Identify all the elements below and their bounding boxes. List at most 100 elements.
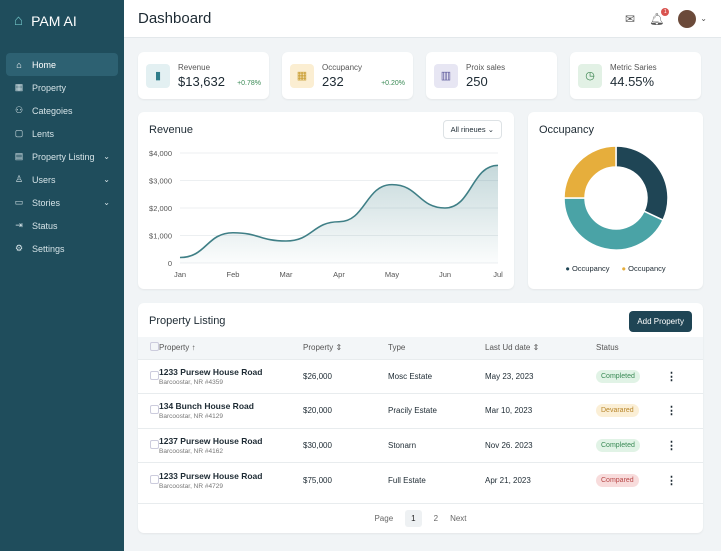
y-tick-label: $1,000 [149,232,172,241]
property-address: Barcoostar, NR #4359 [159,378,223,386]
logo: ⌂ PAM AI [0,0,124,41]
x-tick-label: Jul [493,270,503,279]
chevron-down-icon: ⌄ [103,175,110,184]
status-badge: Devarared [596,404,639,418]
occupancy-chart [563,145,669,251]
kpi-card: ▥ Proix sales 250 [426,52,557,99]
avatar [678,9,697,28]
app-name: PAM AI [31,12,77,29]
kpi-card: ▮ Revenue $13,632 +0.78% [138,52,269,99]
sidebar-item-label: Categoies [32,105,73,116]
last-update-date: Nov 26. 2023 [485,427,596,463]
page-2-button[interactable]: 2 [433,514,439,523]
mail-icon[interactable]: ✉ [625,11,636,26]
y-tick-label: $3,000 [149,177,172,186]
row-checkbox[interactable] [138,393,159,428]
property-name: 1237 Pursew House Road [159,435,263,446]
property-price: $30,000 [303,427,388,463]
revenue-card: Revenue All rineues ⌄ 0 $1,000 $2,000 $3,00… [138,112,514,289]
sidebar-item-stories[interactable]: ▭ Stories ⌄ [6,191,118,214]
table-row[interactable]: 1233 Pursew House Road Barcoostar, NR #47… [138,462,703,497]
table-row[interactable]: 1233 Pursew House Road Barcoostar, NR #43… [138,358,703,394]
page-1-button[interactable]: 1 [405,510,422,527]
property-name: 134 Bunch House Road [159,401,254,412]
calendar-icon: ▢ [14,128,24,138]
more-icon[interactable]: ⋮ [666,427,703,463]
grid-icon: ▦ [14,82,24,92]
legend-item: ● Occupancy [565,264,610,273]
legend: ● Occupancy ● Occupancy [528,264,703,273]
kpi-change: +0.78% [237,80,261,87]
sidebar-item-label: Status [32,220,58,231]
kpi-label: Proix sales [466,62,506,72]
select-all-checkbox[interactable] [138,337,159,359]
last-update-date: May 23, 2023 [485,358,596,394]
card-icon: ▭ [14,197,24,207]
sidebar-item-lents[interactable]: ▢ Lents [6,122,118,145]
chevron-down-icon: ⌄ [103,152,110,161]
table-row[interactable]: 1237 Pursew House Road Barcoostar, NR #41… [138,427,703,463]
x-tick-label: May [385,270,399,279]
occupancy-title: Occupancy [539,124,595,136]
login-icon: ⇥ [15,220,23,230]
sidebar-item-property-listing[interactable]: ▤ Property Listing ⌄ [6,145,118,168]
occupancy-card: Occupancy ● Occupancy ● Occupancy [528,112,703,289]
user-menu[interactable]: ⌄ [678,9,707,28]
filter-value: All rineues [450,125,486,134]
y-tick-label: $4,000 [149,149,172,158]
property-address: Barcoostar, NR #4129 [159,413,223,421]
sidebar-item-property[interactable]: ▦ Property [6,76,118,99]
gear-icon: ⚙ [14,243,24,253]
y-tick-label: $2,000 [149,204,172,213]
sidebar-item-label: Property Listing [32,151,95,162]
clock-icon: ◷ [578,63,602,88]
bar-chart-icon: ▮ [146,63,170,88]
column-header[interactable]: Last Ud date ⇕ [485,337,596,359]
revenue-filter-dropdown[interactable]: All rineues ⌄ [442,120,502,139]
sidebar-item-status[interactable]: ⇥ Status [6,214,118,237]
bell-icon[interactable]: 🔔︎ 1 [649,7,670,26]
property-listing-card: Property Listing Add Property Property ↑… [138,303,703,533]
sidebar-item-label: Lents [32,128,55,139]
sidebar-item-settings[interactable]: ⚙ Settings [6,237,118,260]
more-icon[interactable]: ⋮ [666,462,703,497]
sidebar-item-home[interactable]: ⌂ Home [6,53,118,76]
row-checkbox[interactable] [138,462,159,497]
property-type: Full Estate [388,462,485,497]
x-tick-label: Jun [439,270,451,279]
kpi-change: +0.20% [381,80,405,87]
kpi-label: Revenue [178,62,211,72]
sidebar-item-users[interactable]: ♙ Users ⌄ [6,168,118,191]
more-icon[interactable]: ⋮ [666,358,703,394]
x-tick-label: Feb [227,270,240,279]
property-type: Stonarn [388,427,485,463]
kpi-value: 44.55% [610,73,655,89]
page-title: Dashboard [138,10,212,27]
property-price: $20,000 [303,393,388,428]
sidebar-item-label: Stories [32,197,61,208]
status-badge: Compared [596,473,639,487]
kpi-card: ▦ Occupancy 232 +0.20% [282,52,413,99]
column-header[interactable]: Status [596,337,666,359]
header: Dashboard ✉ 🔔︎ 1 ⌄ [124,0,721,38]
add-property-button[interactable]: Add Property [629,311,692,332]
donut-slice [615,145,669,222]
sidebar-item-categoies[interactable]: ⚇ Categoies [6,99,118,122]
people-icon: ▦ [290,63,314,88]
row-checkbox[interactable] [138,358,159,394]
table-row[interactable]: 134 Bunch House Road Barcoostar, NR #4129… [138,393,703,428]
column-header[interactable]: Property ↑ [159,337,303,359]
column-header[interactable]: Type [388,337,485,359]
kpi-value: 250 [466,73,488,89]
kpi-label: Metric Saries [610,62,657,72]
column-header[interactable]: Property ⇕ [303,337,388,359]
donut-slice [563,145,617,199]
kpi-value: 232 [322,73,344,89]
more-icon[interactable]: ⋮ [666,393,703,428]
users-icon: ⚇ [14,105,24,115]
kpi-label: Occupancy [322,62,363,72]
property-name: 1233 Pursew House Road [159,366,263,377]
listing-title: Property Listing [149,315,226,327]
row-checkbox[interactable] [138,427,159,463]
next-button[interactable]: Next [450,514,467,523]
